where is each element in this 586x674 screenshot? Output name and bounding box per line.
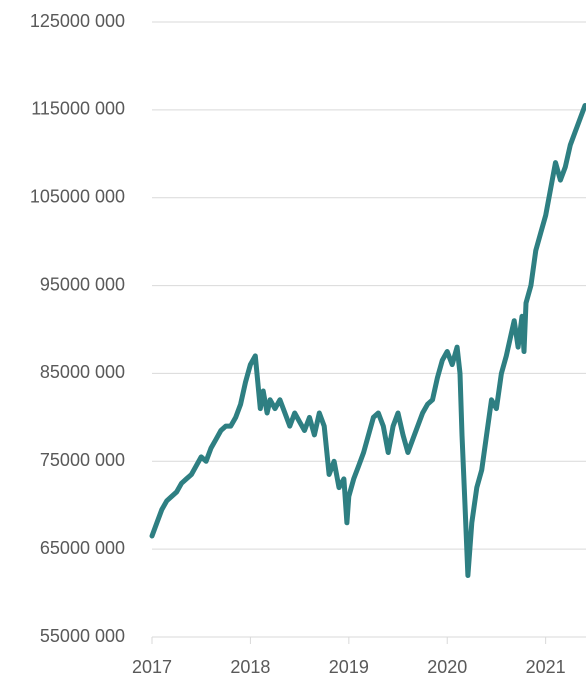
y-tick-label: 85000 000 (40, 362, 125, 382)
y-tick-label: 105000 000 (30, 186, 125, 206)
line (149, 103, 586, 578)
x-tick-label: 2019 (329, 657, 369, 674)
y-tick-label: 55000 000 (40, 626, 125, 646)
y-tick-label: 75000 000 (40, 450, 125, 470)
y-tick-label: 115000 000 (31, 99, 125, 119)
y-tick-label: 125000 000 (30, 11, 125, 31)
y-tick-label: 65000 000 (40, 538, 125, 558)
x-tick-label: 2018 (230, 657, 270, 674)
y-tick-label: 95000 000 (40, 274, 125, 294)
x-tick-label: 2020 (427, 657, 467, 674)
x-tick-label: 2017 (132, 657, 172, 674)
x-tick-label: 2021 (526, 657, 566, 674)
